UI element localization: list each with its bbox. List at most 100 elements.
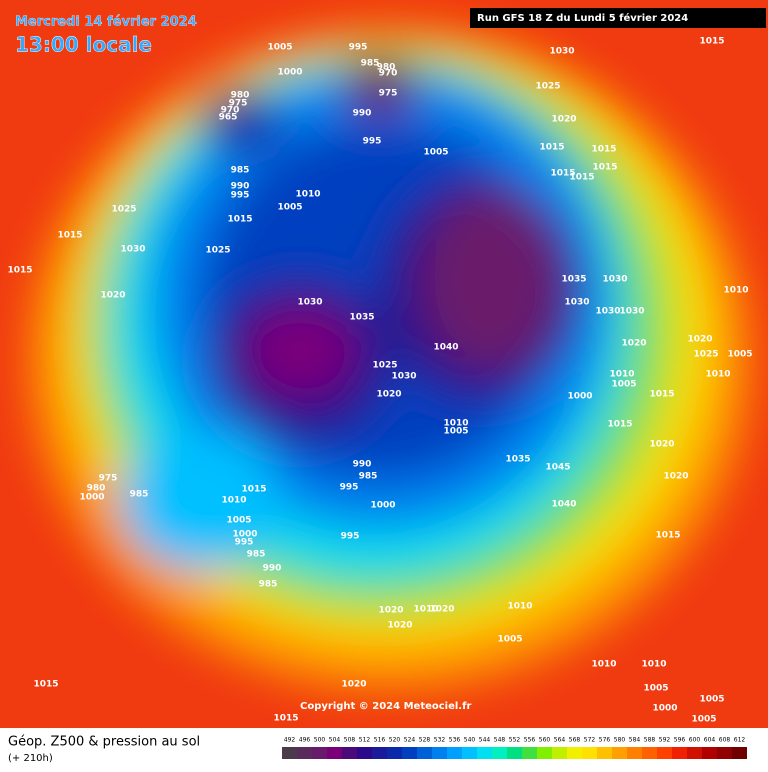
pressure-label: 1020 <box>376 390 401 400</box>
pressure-label: 1025 <box>693 350 718 360</box>
pressure-label: 980 <box>231 91 250 101</box>
colorbar-cell <box>477 747 492 759</box>
colorbar-cell <box>732 747 747 759</box>
pressure-label: 1040 <box>433 343 458 353</box>
run-banner <box>470 8 766 28</box>
colorbar-cell <box>447 747 462 759</box>
colorbar-label: 568 <box>569 737 581 744</box>
colorbar-label: 544 <box>479 737 491 744</box>
pressure-label: 1025 <box>205 246 230 256</box>
colorbar-cell <box>282 747 297 759</box>
pressure-label: 1015 <box>592 163 617 173</box>
pressure-label: 1000 <box>370 501 395 511</box>
colorbar-cell <box>567 747 582 759</box>
pressure-label: 1020 <box>341 680 366 690</box>
pressure-label: 1010 <box>705 370 730 380</box>
pressure-label: 1010 <box>443 419 468 429</box>
pressure-label: 995 <box>340 483 359 493</box>
pressure-label: 1005 <box>497 635 522 645</box>
pressure-label: 1030 <box>619 307 644 317</box>
colorbar-label: 588 <box>644 737 656 744</box>
pressure-label: 975 <box>379 89 398 99</box>
pressure-label: 990 <box>353 109 372 119</box>
colorbar-cell <box>642 747 657 759</box>
pressure-labels: 1005 995 103010151000985980970975102598097… <box>7 37 752 725</box>
pressure-label: 980 <box>87 484 106 494</box>
pressure-label: 1020 <box>378 606 403 616</box>
pressure-label: 1025 <box>372 361 397 371</box>
colorbar-cell <box>717 747 732 759</box>
pressure-label: 1030 <box>549 47 574 57</box>
pressure-label: 995 <box>231 191 250 201</box>
colorbar-cell <box>372 747 387 759</box>
pressure-label: 1015 <box>655 531 680 541</box>
colorbar-cell <box>387 747 402 759</box>
colorbar-cell <box>462 747 477 759</box>
pressure-label: 1005 <box>423 148 448 158</box>
colorbar-label: 612 <box>734 737 746 744</box>
colorbar-label: 576 <box>599 737 611 744</box>
pressure-label: 1020 <box>621 339 646 349</box>
pressure-label: 1010 <box>221 496 246 506</box>
pressure-label: 990 <box>353 460 372 470</box>
pressure-label: 1015 <box>57 231 82 241</box>
colorbar-cell <box>402 747 417 759</box>
colorbar-cell <box>312 747 327 759</box>
colorbar-cell <box>327 747 342 759</box>
pressure-label: 1015 <box>241 485 266 495</box>
colorbar: 492 496 500 504 508 512 516 520 524 528 532 536 540 5… <box>282 737 747 759</box>
colorbar-label: 512 <box>359 737 371 744</box>
pressure-label: 1020 <box>649 440 674 450</box>
pressure-label: 985 <box>231 166 250 176</box>
pressure-label: 995 <box>363 137 382 147</box>
colorbar-cell <box>342 747 357 759</box>
pressure-label: 1030 <box>120 245 145 255</box>
pressure-label: 1035 <box>505 455 530 465</box>
pressure-label: 995 <box>341 532 360 542</box>
colorbar-label: 584 <box>629 737 641 744</box>
colorbar-cell <box>582 747 597 759</box>
pressure-label: 1010 <box>507 602 532 612</box>
footer-title: Géop. Z500 & pression au sol <box>8 735 200 750</box>
colorbar-label: 572 <box>584 737 596 744</box>
pressure-label: 1025 <box>111 205 136 215</box>
colorbar-label: 556 <box>524 737 536 744</box>
pressure-label: 1000 <box>567 392 592 402</box>
pressure-label: 990 <box>231 182 250 192</box>
pressure-label: 975 <box>99 474 118 484</box>
pressure-label: 990 <box>263 564 282 574</box>
colorbar-label: 604 <box>704 737 716 744</box>
colorbar-label: 536 <box>449 737 461 744</box>
pressure-label: 1005 <box>727 350 752 360</box>
pressure-label: 1015 <box>699 37 724 47</box>
colorbar-cell <box>612 747 627 759</box>
pressure-label: 1045 <box>545 463 570 473</box>
pressure-label: 1000 <box>652 704 677 714</box>
pressure-label: 1005 <box>691 715 716 725</box>
pressure-label: 1030 <box>602 275 627 285</box>
pressure-label: 1020 <box>429 605 454 615</box>
colorbar-label: 540 <box>464 737 476 744</box>
colorbar-label: 528 <box>419 737 431 744</box>
pressure-label: 1020 <box>687 335 712 345</box>
pressure-label: 1010 <box>295 190 320 200</box>
colorbar-label: 508 <box>344 737 356 744</box>
pressure-label: 965 <box>219 113 238 123</box>
pressure-label: 1005 <box>443 427 468 437</box>
pressure-label: 1015 <box>7 266 32 276</box>
pressure-label: 970 <box>379 69 398 79</box>
colorbar-label: 548 <box>494 737 506 744</box>
pressure-label: 1015 <box>569 173 594 183</box>
run-label: Run GFS 18 Z du Lundi 5 février 2024 <box>477 12 688 24</box>
pressure-label: 1020 <box>663 472 688 482</box>
pressure-label: 1015 <box>273 714 298 724</box>
colorbar-label: 496 <box>299 737 311 744</box>
pressure-label: 995 <box>235 538 254 548</box>
colorbar-label: 500 <box>314 737 326 744</box>
pressure-label: 1015 <box>649 390 674 400</box>
pressure-label: 995 <box>349 43 368 53</box>
colorbar-label: 596 <box>674 737 686 744</box>
pressure-label: 1020 <box>551 115 576 125</box>
colorbar-label: 580 <box>614 737 626 744</box>
